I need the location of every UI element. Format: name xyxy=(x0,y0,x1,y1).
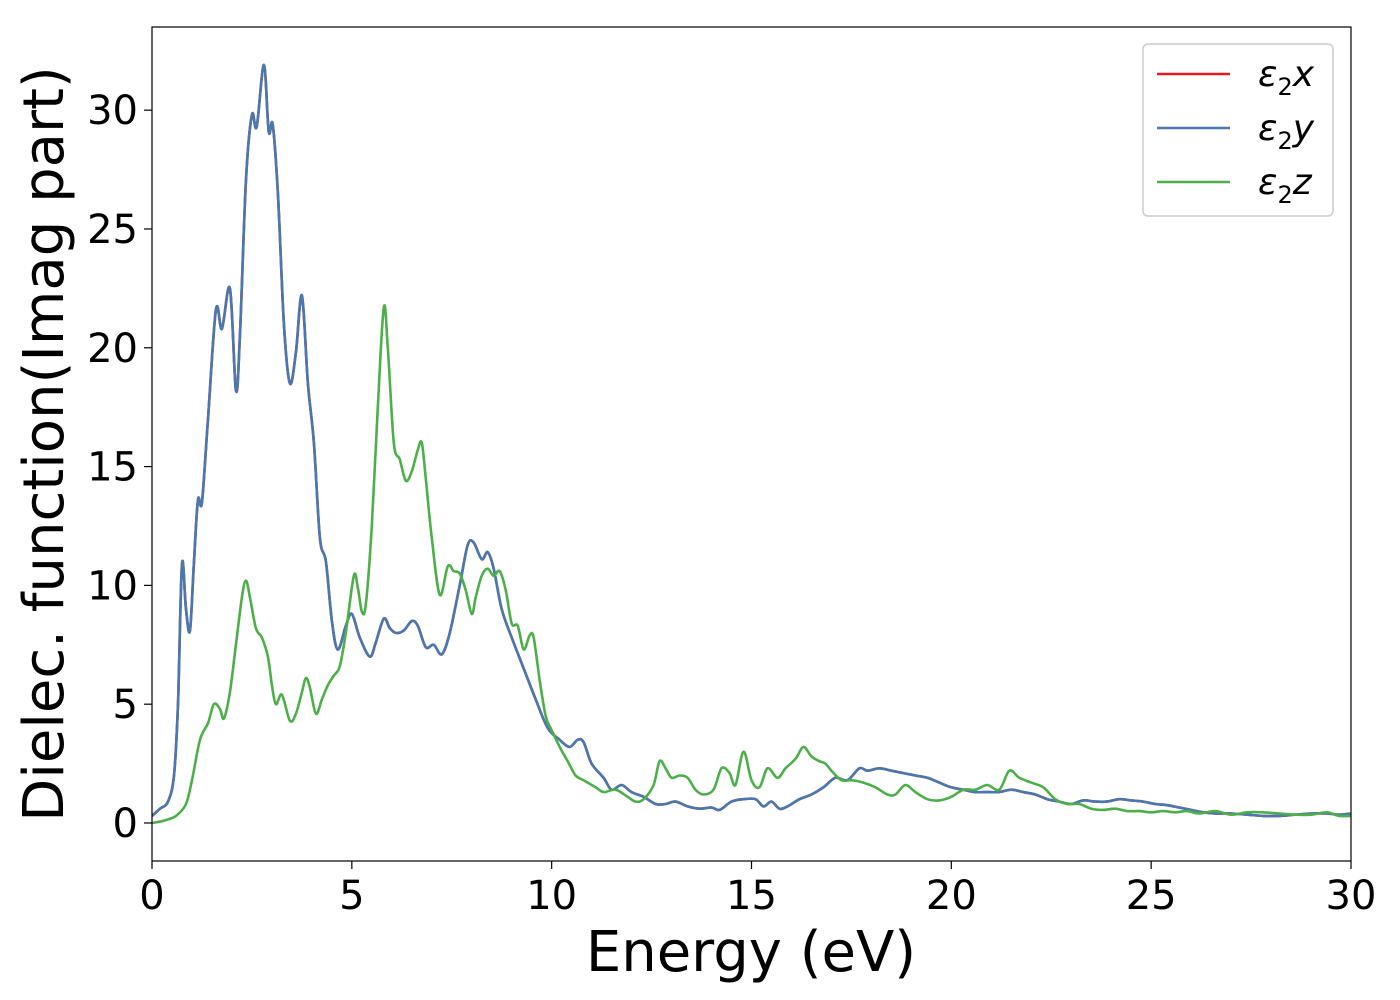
legend-label-eps2y: ε2y xyxy=(1258,108,1315,155)
y-tick-label: 0 xyxy=(113,801,138,847)
x-axis-label: Energy (eV) xyxy=(586,920,916,985)
series-line-eps2z xyxy=(152,304,1351,825)
legend-label-eps2x: ε2x xyxy=(1258,54,1315,101)
y-axis: 0 5 10 15 20 25 30 xyxy=(87,88,152,847)
legend-label-eps2z: ε2z xyxy=(1258,162,1313,209)
legend-box xyxy=(1142,43,1334,217)
x-tick-label: 15 xyxy=(726,873,777,919)
x-tick-label: 25 xyxy=(1126,873,1177,919)
x-axis: 0 5 10 15 20 25 30 xyxy=(139,861,1376,919)
y-tick-label: 5 xyxy=(113,682,138,728)
legend-entries: ε2x ε2y ε2z xyxy=(1157,54,1315,209)
y-tick-label: 15 xyxy=(87,445,138,491)
legend: ε2x ε2y ε2z xyxy=(1142,43,1334,217)
series-layer xyxy=(152,63,1351,825)
y-tick-label: 10 xyxy=(87,563,138,609)
y-tick-label: 25 xyxy=(87,207,138,253)
y-tick-label: 30 xyxy=(87,88,138,134)
x-tick-label: 10 xyxy=(526,873,577,919)
y-axis-label: Dielec. function(Imag part) xyxy=(12,66,77,822)
x-tick-label: 20 xyxy=(926,873,977,919)
x-tick-label: 5 xyxy=(339,873,364,919)
x-tick-label: 0 xyxy=(139,873,164,919)
y-tick-label: 20 xyxy=(87,326,138,372)
x-tick-label: 30 xyxy=(1326,873,1377,919)
